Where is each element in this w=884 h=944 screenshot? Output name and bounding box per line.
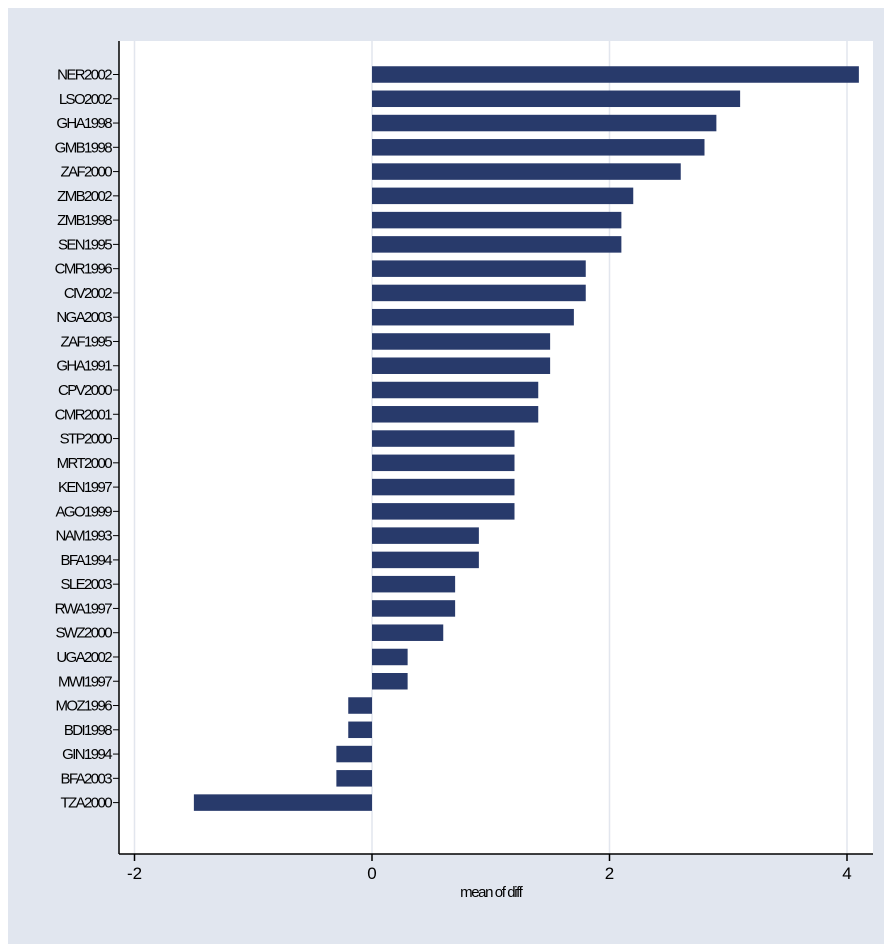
bar-sen1995 bbox=[372, 236, 622, 253]
category-label: CPV2000 bbox=[58, 382, 112, 399]
plot-area bbox=[119, 41, 873, 854]
bar-nga2003 bbox=[372, 308, 574, 326]
category-label: NER2002 bbox=[57, 67, 112, 84]
category-label: GMB1998 bbox=[55, 139, 113, 156]
bar-sle2003 bbox=[372, 575, 456, 593]
category-label: BDI1998 bbox=[64, 722, 112, 739]
bar-mwi1997 bbox=[372, 673, 408, 690]
category-label: ZAF2000 bbox=[61, 164, 113, 181]
category-label: CMR2001 bbox=[55, 406, 113, 423]
bar-zmb1998 bbox=[372, 211, 622, 229]
category-label: SEN1995 bbox=[58, 236, 112, 253]
bar-nam1993 bbox=[372, 527, 479, 544]
category-label: NAM1993 bbox=[55, 528, 112, 545]
bar-swz2000 bbox=[372, 624, 444, 641]
category-label: STP2000 bbox=[60, 431, 113, 448]
category-label: LSO2002 bbox=[59, 91, 112, 108]
bar-bfa1994 bbox=[372, 551, 479, 569]
bar-ago1999 bbox=[372, 503, 515, 520]
category-label: CIV2002 bbox=[64, 285, 112, 302]
category-label: NGA2003 bbox=[56, 309, 112, 326]
axes bbox=[118, 41, 873, 855]
bar-ner2002 bbox=[372, 66, 859, 83]
category-label: MRT2000 bbox=[57, 455, 113, 472]
category-label: TZA2000 bbox=[61, 795, 113, 812]
bar-ken1997 bbox=[372, 478, 515, 496]
category-labels: NER2002 LSO2002 GHA1998 GMB1998 ZAF2000 ZMB20… bbox=[55, 67, 119, 812]
category-label: AGO1999 bbox=[55, 503, 112, 520]
category-label: ZMB1998 bbox=[57, 212, 112, 229]
bar-lso2002 bbox=[372, 90, 741, 108]
bar-bfa2003 bbox=[336, 770, 372, 787]
category-label: ZMB2002 bbox=[57, 188, 112, 205]
x-axis-title: mean of diff bbox=[460, 884, 524, 901]
bar-gha1991 bbox=[372, 357, 551, 374]
bar-rwa1997 bbox=[372, 600, 456, 617]
bar-gmb1998 bbox=[372, 139, 705, 156]
bar-cmr1996 bbox=[372, 260, 586, 277]
x-ticks: -2 0 2 4 bbox=[127, 854, 852, 883]
bar-cmr2001 bbox=[372, 406, 539, 423]
bar-tza2000 bbox=[193, 794, 372, 811]
category-label: GIN1994 bbox=[62, 746, 112, 763]
bar-gin1994 bbox=[336, 745, 372, 763]
bar-zaf2000 bbox=[372, 163, 681, 180]
bars bbox=[193, 66, 859, 811]
category-label: GHA1991 bbox=[56, 358, 112, 375]
category-label: BFA1994 bbox=[60, 552, 112, 569]
bar-mrt2000 bbox=[372, 454, 515, 472]
category-label: ZAF1995 bbox=[61, 333, 113, 350]
x-tick-label: -2 bbox=[127, 864, 142, 883]
chart-background: NER2002 LSO2002 GHA1998 GMB1998 ZAF2000 ZMB20… bbox=[8, 8, 884, 944]
bar-cpv2000 bbox=[372, 381, 539, 399]
bar-zmb2002 bbox=[372, 187, 634, 205]
category-label: UGA2002 bbox=[56, 649, 112, 666]
x-tick-label: 2 bbox=[605, 864, 614, 883]
category-label: SLE2003 bbox=[60, 576, 112, 593]
category-label: MWI1997 bbox=[58, 673, 112, 690]
x-tick-label: 0 bbox=[367, 864, 376, 883]
category-label: GHA1998 bbox=[56, 115, 112, 132]
category-label: RWA1997 bbox=[55, 600, 113, 617]
category-label: BFA2003 bbox=[60, 770, 112, 787]
category-label: KEN1997 bbox=[58, 479, 112, 496]
bar-chart: NER2002 LSO2002 GHA1998 GMB1998 ZAF2000 ZMB20… bbox=[55, 41, 873, 901]
bar-bdi1998 bbox=[348, 721, 372, 739]
bar-civ2002 bbox=[372, 284, 586, 302]
x-tick-label: 4 bbox=[842, 864, 851, 883]
bar-uga2002 bbox=[372, 648, 408, 666]
category-label: SWZ2000 bbox=[56, 625, 113, 642]
bar-gha1998 bbox=[372, 114, 717, 132]
bar-stp2000 bbox=[372, 430, 515, 447]
category-label: MOZ1996 bbox=[56, 698, 113, 715]
category-label: CMR1996 bbox=[55, 261, 113, 278]
bar-zaf1995 bbox=[372, 333, 551, 350]
bar-moz1996 bbox=[348, 697, 372, 714]
